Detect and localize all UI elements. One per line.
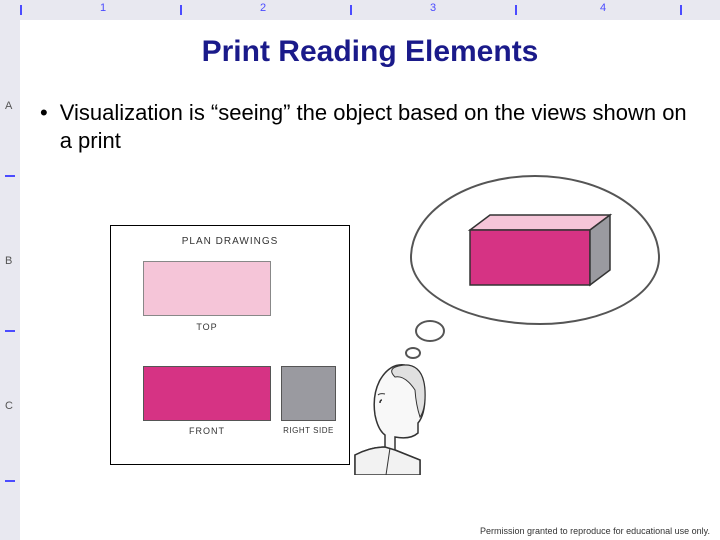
ruler-top: 1 2 3 4 (0, 0, 720, 20)
slide-title: Print Reading Elements (20, 35, 720, 69)
front-view-rect (143, 366, 271, 421)
bullet-item: • Visualization is “seeing” the object b… (40, 99, 700, 155)
bullet-text: Visualization is “seeing” the object bas… (60, 99, 700, 155)
ruler-left-letter: C (5, 400, 13, 412)
ruler-top-num: 3 (430, 2, 436, 14)
bullet-marker: • (40, 99, 48, 127)
slide-content: Print Reading Elements • Visualization i… (20, 20, 720, 540)
ruler-top-num: 4 (600, 2, 606, 14)
top-view-label: TOP (143, 322, 271, 332)
right-view-label: RIGHT SIDE (281, 426, 336, 435)
ruler-left-letter: B (5, 255, 12, 267)
figure: PLAN DRAWINGS TOP FRONT RIGHT SIDE (110, 185, 670, 485)
ruler-left-letter: A (5, 100, 12, 112)
thought-bubble-tail (415, 320, 445, 342)
person-head-icon (350, 355, 435, 475)
ruler-left: A B C (0, 20, 20, 540)
block-3d-icon (450, 210, 620, 300)
top-view-rect (143, 261, 271, 316)
ruler-top-num: 2 (260, 2, 266, 14)
plan-frame: PLAN DRAWINGS TOP FRONT RIGHT SIDE (110, 225, 350, 465)
front-view-label: FRONT (143, 426, 271, 436)
plan-heading: PLAN DRAWINGS (111, 236, 349, 247)
ruler-top-num: 1 (100, 2, 106, 14)
footer-text: Permission granted to reproduce for educ… (480, 526, 710, 536)
right-view-rect (281, 366, 336, 421)
